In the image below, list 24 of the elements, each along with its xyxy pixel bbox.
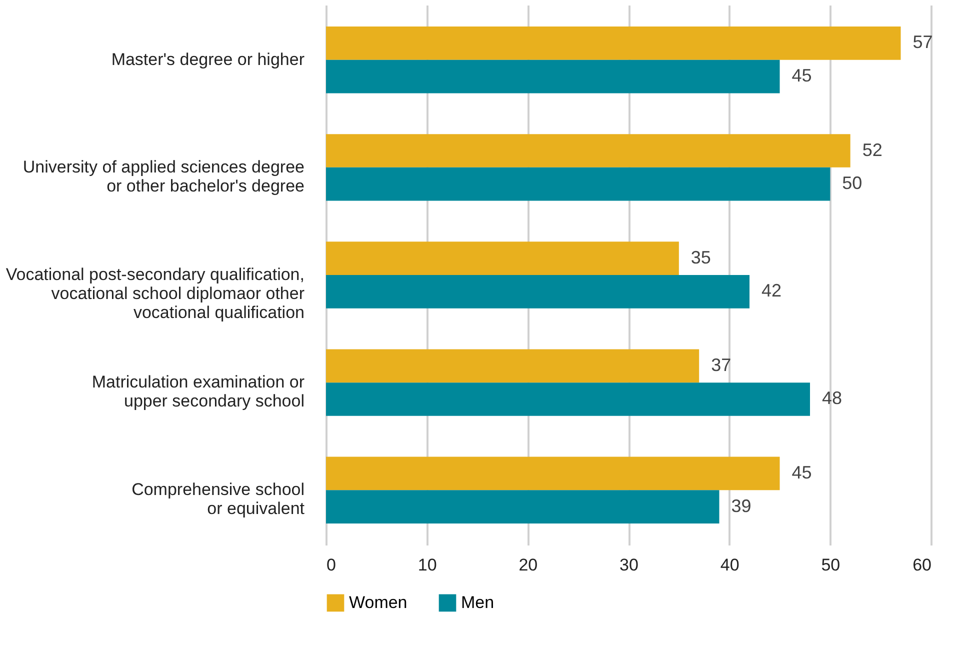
data-label: 50 <box>842 173 862 194</box>
x-tick-label: 30 <box>620 556 638 574</box>
y-tick-label: Matriculation examination or upper secondary school <box>92 372 305 411</box>
y-tick-label: University of applied sciences degree or other bachelor's degree <box>22 157 304 196</box>
x-tick-label: 0 <box>326 556 336 574</box>
y-tick-label: Comprehensive school or equivalent <box>132 480 305 518</box>
data-label: 37 <box>711 354 732 375</box>
data-label: 42 <box>762 280 782 301</box>
data-label: 57 <box>912 32 933 52</box>
data-label: 35 <box>690 247 711 268</box>
legend-label: Men <box>461 592 494 612</box>
data-label: 39 <box>731 496 752 516</box>
data-label: 48 <box>822 388 842 408</box>
x-tick-label: 50 <box>821 556 840 574</box>
data-label: 45 <box>792 66 812 86</box>
x-tick-label: 20 <box>518 556 538 574</box>
y-tick-label: Master's degree or higher <box>111 50 305 69</box>
x-tick-label: 60 <box>912 556 932 574</box>
data-label: 52 <box>862 140 882 160</box>
y-tick-label: Vocational post-secondary qualification, vocational school diplomaor other vocational qualification <box>6 265 305 322</box>
data-label: 45 <box>792 462 812 482</box>
x-tick-label: 40 <box>720 556 740 574</box>
legend-label: Women <box>349 592 408 612</box>
x-tick-label: 10 <box>418 556 437 574</box>
